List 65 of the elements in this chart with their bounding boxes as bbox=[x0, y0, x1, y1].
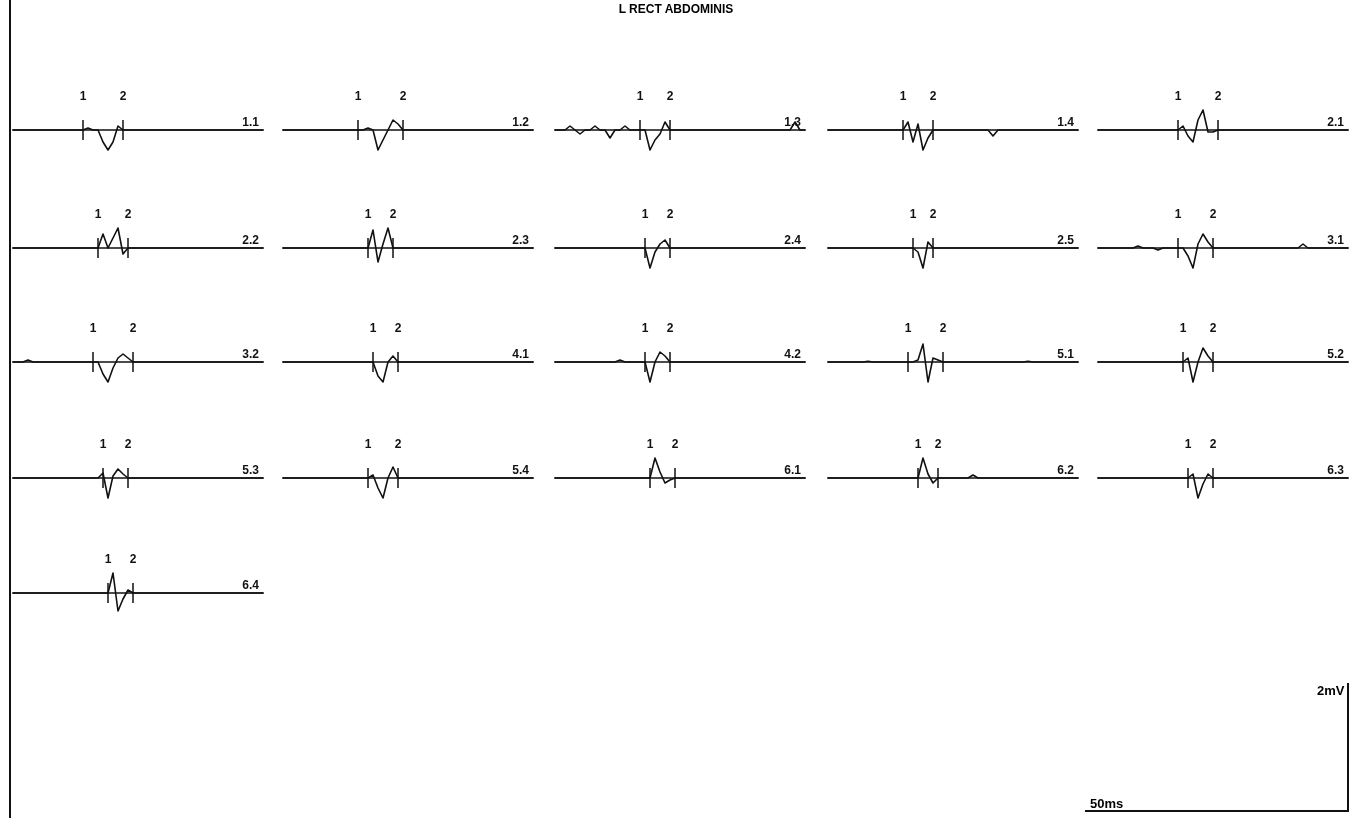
x-tick-label: 1 bbox=[94, 207, 102, 221]
chart-title: 1.1 bbox=[242, 115, 260, 129]
x-tick-label: 2 bbox=[119, 89, 127, 103]
chart-title: 2.5 bbox=[1057, 233, 1075, 247]
chart-title: 2.4 bbox=[784, 233, 802, 247]
x-tick-label: 1 bbox=[104, 552, 112, 566]
x-tick-label: 2 bbox=[666, 89, 674, 103]
x-tick-label: 2 bbox=[1209, 207, 1217, 221]
x-tick-label: 2 bbox=[1214, 89, 1222, 103]
chart-title: 1.4 bbox=[1057, 115, 1075, 129]
x-tick-label: 2 bbox=[1209, 437, 1217, 451]
x-tick-label: 1 bbox=[899, 89, 907, 103]
chart-title: 6.3 bbox=[1327, 463, 1345, 477]
x-tick-label: 1 bbox=[1184, 437, 1192, 451]
x-tick-label: 2 bbox=[389, 207, 397, 221]
x-tick-label: 1 bbox=[79, 89, 87, 103]
x-tick-label: 1 bbox=[641, 321, 649, 335]
x-tick-label: 2 bbox=[124, 437, 132, 451]
chart-title: 3.2 bbox=[242, 347, 260, 361]
x-tick-label: 2 bbox=[129, 552, 137, 566]
chart-title: 6.2 bbox=[1057, 463, 1075, 477]
x-tick-label: 1 bbox=[1174, 89, 1182, 103]
chart-title: 5.4 bbox=[512, 463, 530, 477]
x-tick-label: 2 bbox=[666, 321, 674, 335]
chart-title: 5.3 bbox=[242, 463, 260, 477]
x-tick-label: 1 bbox=[364, 437, 372, 451]
x-tick-label: 1 bbox=[89, 321, 97, 335]
x-tick-label: 1 bbox=[1179, 321, 1187, 335]
x-tick-label: 1 bbox=[364, 207, 372, 221]
chart-title: 4.2 bbox=[784, 347, 802, 361]
text: L RECT ABDOMINIS bbox=[617, 2, 735, 16]
x-tick-label: 2 bbox=[399, 89, 407, 103]
x-tick-label: 2 bbox=[124, 207, 132, 221]
x-tick-label: 1 bbox=[99, 437, 107, 451]
chart-title: 6.4 bbox=[242, 578, 260, 592]
x-tick-label: 1 bbox=[646, 437, 654, 451]
text: 50ms bbox=[1090, 796, 1124, 811]
x-tick-label: 2 bbox=[929, 207, 937, 221]
x-tick-label: 1 bbox=[904, 321, 912, 335]
chart-title: 1.2 bbox=[512, 115, 530, 129]
x-tick-label: 1 bbox=[914, 437, 922, 451]
x-tick-label: 1 bbox=[1174, 207, 1182, 221]
x-tick-label: 2 bbox=[939, 321, 947, 335]
x-tick-label: 2 bbox=[934, 437, 942, 451]
x-tick-label: 2 bbox=[666, 207, 674, 221]
chart-title: 3.1 bbox=[1327, 233, 1345, 247]
x-tick-label: 2 bbox=[929, 89, 937, 103]
x-tick-label: 1 bbox=[909, 207, 917, 221]
x-tick-label: 2 bbox=[394, 321, 402, 335]
chart-title: 5.2 bbox=[1327, 347, 1345, 361]
chart-title: 6.1 bbox=[784, 463, 802, 477]
text: 2mV bbox=[1317, 683, 1345, 698]
x-tick-label: 2 bbox=[129, 321, 137, 335]
chart-title: 5.1 bbox=[1057, 347, 1075, 361]
x-tick-label: 1 bbox=[636, 89, 644, 103]
x-tick-label: 2 bbox=[394, 437, 402, 451]
x-tick-label: 1 bbox=[369, 321, 377, 335]
chart-title: 2.1 bbox=[1327, 115, 1345, 129]
chart-title: 4.1 bbox=[512, 347, 530, 361]
x-tick-label: 1 bbox=[354, 89, 362, 103]
x-tick-label: 1 bbox=[641, 207, 649, 221]
chart-title: 2.2 bbox=[242, 233, 260, 247]
x-tick-label: 2 bbox=[1209, 321, 1217, 335]
x-tick-label: 2 bbox=[671, 437, 679, 451]
chart-title: 2.3 bbox=[512, 233, 530, 247]
